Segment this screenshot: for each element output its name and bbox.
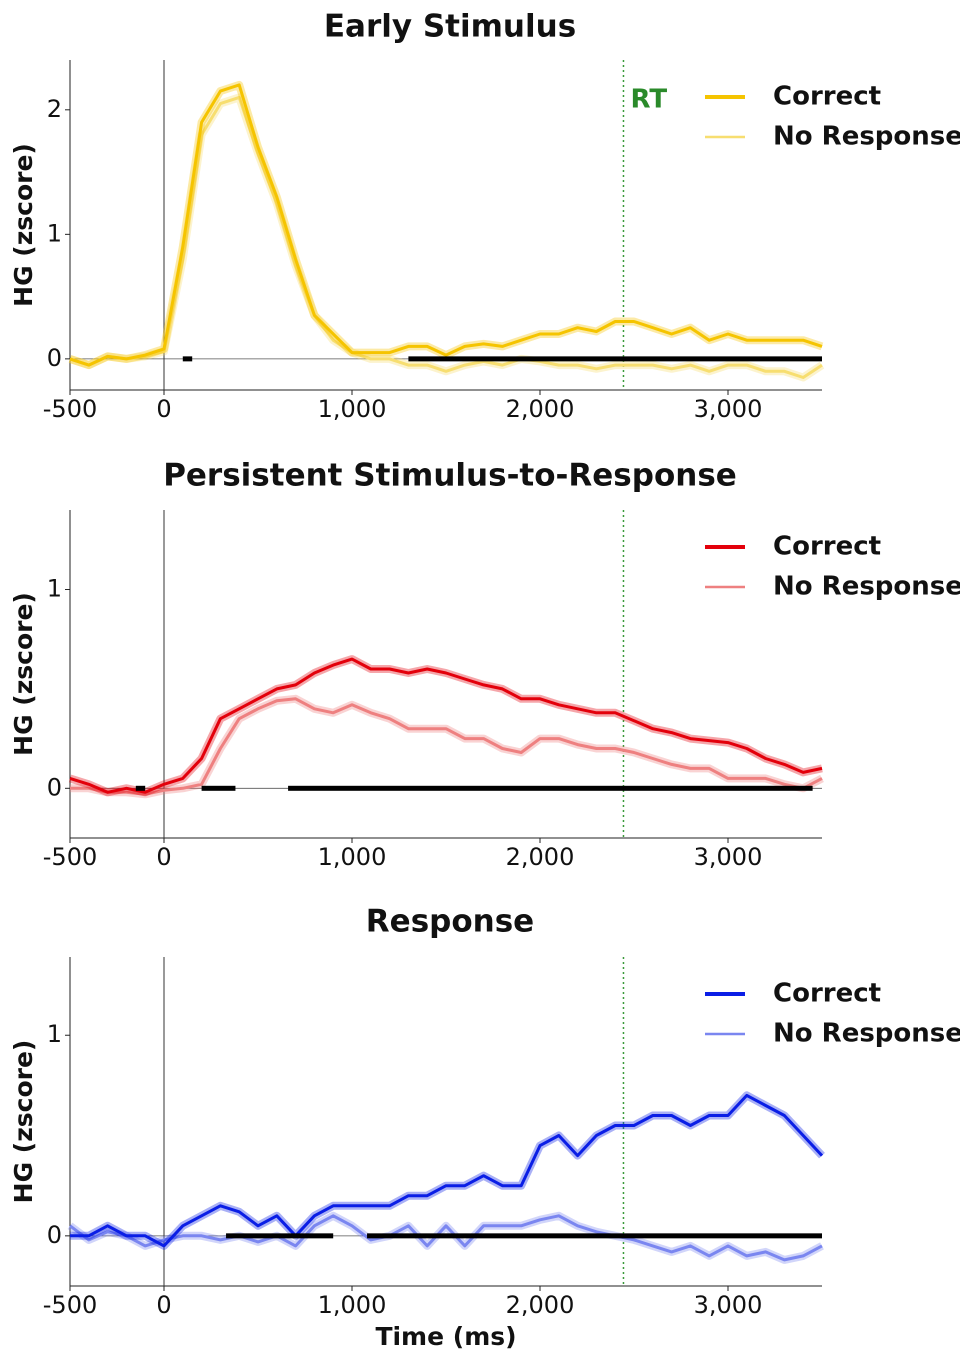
line-band [68,80,824,370]
x-tick-label: 3,000 [694,395,763,423]
y-tick-label: 0 [47,344,62,372]
x-tick-label: 1,000 [318,843,387,871]
rt-label: RT [630,85,667,115]
x-tick-label: 0 [156,395,171,423]
y-tick-label: 0 [47,1221,62,1249]
x-tick-label: 0 [156,843,171,871]
significance-bar [367,1233,822,1239]
legend-label: No Response [773,1019,960,1049]
x-tick-label: -500 [43,1291,97,1319]
line [70,1093,824,1248]
x-axis-label: Time (ms) [375,1322,516,1351]
significance-bar [226,1233,334,1239]
legend-label: Correct [773,82,881,112]
y-tick-label: 1 [47,219,62,247]
y-tick-label: 1 [47,1020,62,1048]
x-tick-label: -500 [43,395,97,423]
y-axis-label: HG (zscore) [9,1040,38,1204]
chart-title: Response [366,904,534,940]
x-tick-label: 2,000 [506,843,575,871]
legend-label: No Response [773,122,960,152]
x-tick-label: 2,000 [506,1291,575,1319]
y-axis-label: HG (zscore) [9,592,38,756]
y-tick-label: 2 [47,95,62,123]
y-axis-label: HG (zscore) [9,143,38,307]
y-tick-label: 1 [47,575,62,603]
x-tick-label: -500 [43,843,97,871]
legend-label: No Response [773,572,960,602]
x-tick-label: 2,000 [506,395,575,423]
x-tick-label: 3,000 [694,1291,763,1319]
significance-bar [135,785,146,791]
line [69,83,823,367]
x-tick-label: 3,000 [694,843,763,871]
chart-title: Early Stimulus [324,9,576,45]
line [70,697,823,796]
significance-bar [201,785,236,791]
legend-label: Correct [773,979,881,1009]
significance-bar [288,785,813,791]
x-tick-label: 0 [156,1291,171,1319]
line [69,1214,823,1262]
line [69,657,823,794]
significance-bar [408,356,822,362]
significance-bar [182,356,193,362]
x-tick-label: 1,000 [318,395,387,423]
x-tick-label: 1,000 [318,1291,387,1319]
y-tick-label: 0 [47,773,62,801]
legend-label: Correct [773,532,881,562]
chart-title: Persistent Stimulus-to-Response [163,458,737,494]
line [69,95,823,379]
